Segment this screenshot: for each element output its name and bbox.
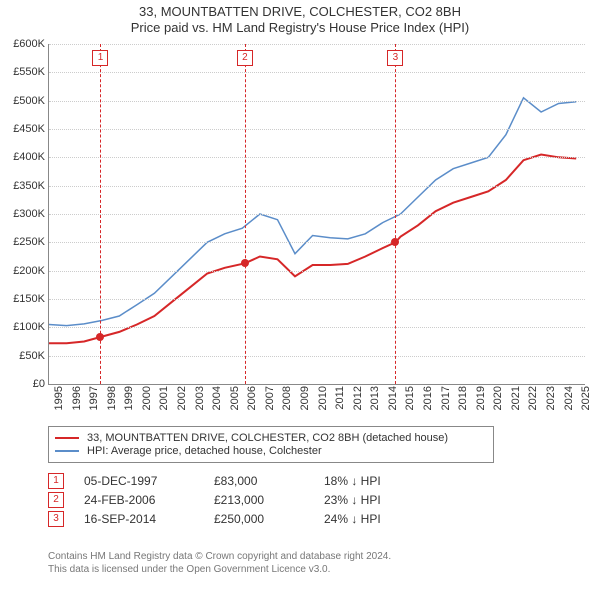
- xtick-label: 2017: [440, 386, 452, 410]
- xtick-label: 2002: [176, 386, 188, 410]
- sales-row: 3 16-SEP-2014 £250,000 24% ↓ HPI: [48, 511, 468, 527]
- ytick-label: £350K: [13, 180, 45, 192]
- ytick-label: £300K: [13, 208, 45, 220]
- sale-date: 05-DEC-1997: [84, 474, 214, 488]
- gridline: [49, 44, 585, 45]
- title-block: 33, MOUNTBATTEN DRIVE, COLCHESTER, CO2 8…: [0, 0, 600, 35]
- xtick-label: 2022: [527, 386, 539, 410]
- sale-price: £213,000: [214, 493, 324, 507]
- ytick-label: £50K: [19, 350, 45, 362]
- xtick-label: 2004: [211, 386, 223, 410]
- gridline: [49, 214, 585, 215]
- sale-date: 24-FEB-2006: [84, 493, 214, 507]
- gridline: [49, 327, 585, 328]
- title-main: 33, MOUNTBATTEN DRIVE, COLCHESTER, CO2 8…: [0, 4, 600, 19]
- ytick-label: £600K: [13, 38, 45, 50]
- ytick-label: £150K: [13, 293, 45, 305]
- sale-price: £83,000: [214, 474, 324, 488]
- sale-index-3: 3: [48, 511, 64, 527]
- series-hpi: [49, 98, 576, 326]
- xtick-label: 2024: [563, 386, 575, 410]
- xtick-label: 2000: [141, 386, 153, 410]
- sale-index-1: 1: [48, 473, 64, 489]
- xtick-label: 2007: [264, 386, 276, 410]
- sale-dot: [96, 333, 104, 341]
- footer: Contains HM Land Registry data © Crown c…: [48, 550, 391, 576]
- sale-index-2: 2: [48, 492, 64, 508]
- sales-row: 2 24-FEB-2006 £213,000 23% ↓ HPI: [48, 492, 468, 508]
- xtick-label: 2023: [545, 386, 557, 410]
- legend-row: HPI: Average price, detached house, Colc…: [55, 445, 487, 457]
- xtick-label: 1995: [53, 386, 65, 410]
- ytick-label: £250K: [13, 236, 45, 248]
- sales-table: 1 05-DEC-1997 £83,000 18% ↓ HPI 2 24-FEB…: [48, 470, 468, 530]
- ytick-label: £400K: [13, 151, 45, 163]
- sale-price: £250,000: [214, 512, 324, 526]
- xtick-label: 1998: [106, 386, 118, 410]
- chart-area: £0£50K£100K£150K£200K£250K£300K£350K£400…: [48, 44, 585, 385]
- xtick-label: 1999: [123, 386, 135, 410]
- sale-dot: [241, 259, 249, 267]
- ytick-label: £100K: [13, 321, 45, 333]
- sale-marker-box: 2: [237, 50, 253, 66]
- ytick-label: £500K: [13, 95, 45, 107]
- xtick-label: 2015: [404, 386, 416, 410]
- gridline: [49, 157, 585, 158]
- ytick-label: £0: [33, 378, 45, 390]
- gridline: [49, 356, 585, 357]
- xtick-label: 2008: [281, 386, 293, 410]
- chart-container: 33, MOUNTBATTEN DRIVE, COLCHESTER, CO2 8…: [0, 0, 600, 590]
- xtick-label: 2025: [580, 386, 592, 410]
- xtick-label: 1997: [88, 386, 100, 410]
- legend-label-0: 33, MOUNTBATTEN DRIVE, COLCHESTER, CO2 8…: [87, 432, 448, 444]
- xtick-label: 2014: [387, 386, 399, 410]
- series-price_paid: [49, 155, 576, 344]
- gridline: [49, 299, 585, 300]
- xtick-label: 2013: [369, 386, 381, 410]
- legend-row: 33, MOUNTBATTEN DRIVE, COLCHESTER, CO2 8…: [55, 432, 487, 444]
- xtick-label: 2010: [317, 386, 329, 410]
- sale-marker-line: [245, 44, 246, 384]
- sale-diff: 24% ↓ HPI: [324, 512, 434, 526]
- legend-swatch-1: [55, 450, 79, 452]
- legend: 33, MOUNTBATTEN DRIVE, COLCHESTER, CO2 8…: [48, 426, 494, 463]
- legend-swatch-0: [55, 437, 79, 439]
- sales-row: 1 05-DEC-1997 £83,000 18% ↓ HPI: [48, 473, 468, 489]
- title-sub: Price paid vs. HM Land Registry's House …: [0, 20, 600, 35]
- xtick-label: 2005: [229, 386, 241, 410]
- xtick-label: 2018: [457, 386, 469, 410]
- sale-diff: 23% ↓ HPI: [324, 493, 434, 507]
- xtick-label: 2021: [510, 386, 522, 410]
- sale-dot: [391, 238, 399, 246]
- xtick-label: 2019: [475, 386, 487, 410]
- gridline: [49, 129, 585, 130]
- gridline: [49, 242, 585, 243]
- footer-line-2: This data is licensed under the Open Gov…: [48, 563, 391, 576]
- ytick-label: £450K: [13, 123, 45, 135]
- sale-date: 16-SEP-2014: [84, 512, 214, 526]
- ytick-label: £200K: [13, 265, 45, 277]
- xtick-label: 2012: [352, 386, 364, 410]
- gridline: [49, 271, 585, 272]
- xtick-label: 2016: [422, 386, 434, 410]
- sale-diff: 18% ↓ HPI: [324, 474, 434, 488]
- sale-marker-line: [395, 44, 396, 384]
- xtick-label: 2020: [492, 386, 504, 410]
- legend-label-1: HPI: Average price, detached house, Colc…: [87, 445, 322, 457]
- xtick-label: 2006: [246, 386, 258, 410]
- gridline: [49, 72, 585, 73]
- ytick-label: £550K: [13, 66, 45, 78]
- gridline: [49, 101, 585, 102]
- xtick-label: 2003: [194, 386, 206, 410]
- xtick-label: 1996: [71, 386, 83, 410]
- sale-marker-box: 1: [92, 50, 108, 66]
- footer-line-1: Contains HM Land Registry data © Crown c…: [48, 550, 391, 563]
- gridline: [49, 186, 585, 187]
- xtick-label: 2001: [158, 386, 170, 410]
- xtick-label: 2009: [299, 386, 311, 410]
- xtick-label: 2011: [334, 386, 346, 410]
- sale-marker-box: 3: [387, 50, 403, 66]
